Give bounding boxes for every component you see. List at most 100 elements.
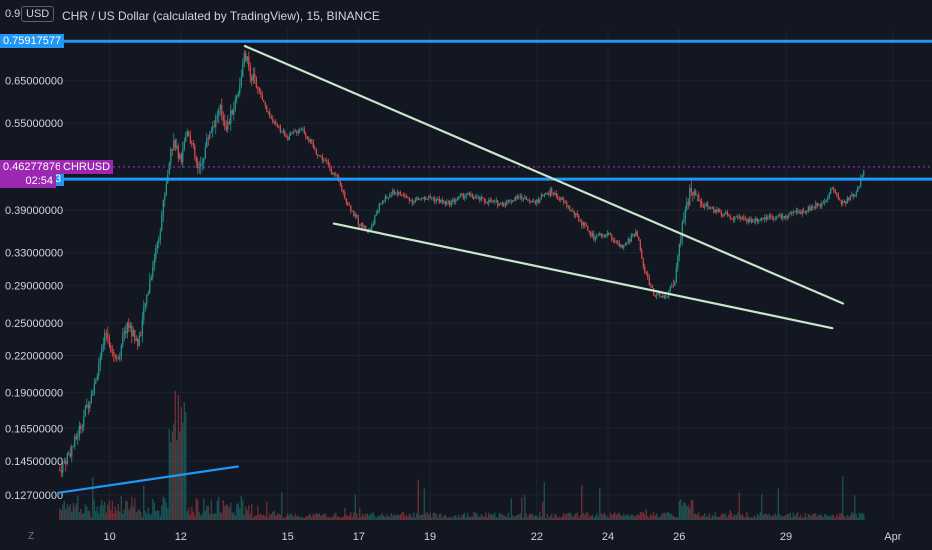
volume-bar <box>276 513 278 520</box>
candle-body <box>594 237 596 240</box>
candle-body <box>642 258 644 267</box>
volume-bar <box>437 517 439 520</box>
zoom-icon[interactable]: Z <box>28 531 35 542</box>
volume-bar <box>210 499 212 520</box>
volume-bar <box>245 506 247 520</box>
currency-badge[interactable]: USD <box>21 6 55 22</box>
volume-bar <box>794 515 796 520</box>
candle-body <box>804 212 806 213</box>
candle-body <box>654 295 656 297</box>
volume-bar <box>447 517 449 520</box>
volume-bar <box>63 500 65 520</box>
candle-body <box>725 212 727 214</box>
candle-body <box>447 201 449 203</box>
candle-body <box>630 235 632 242</box>
candle-body <box>827 196 829 200</box>
volume-bar <box>203 498 205 520</box>
volume-bar <box>66 504 68 520</box>
candle-body <box>728 215 730 217</box>
volume-bar <box>624 515 626 520</box>
candle-body <box>689 187 691 205</box>
volume-bar <box>495 516 497 520</box>
volume-bar <box>633 516 635 520</box>
volume-bar <box>606 516 608 520</box>
candle-body <box>290 132 292 136</box>
candle-body <box>204 147 206 159</box>
volume-bar <box>744 517 746 520</box>
volume-bar <box>776 515 778 520</box>
volume-bar <box>440 513 442 520</box>
candle-body <box>212 126 214 132</box>
volume-bar <box>413 512 415 520</box>
volume-bar <box>816 516 818 520</box>
candle-body <box>377 210 379 214</box>
volume-bar <box>627 514 629 520</box>
candle-body <box>662 295 664 297</box>
volume-bar <box>374 516 376 520</box>
candle-body <box>833 188 835 190</box>
candle-body <box>723 213 725 216</box>
volume-bar <box>678 500 680 520</box>
candle-body <box>357 218 359 225</box>
candle-body <box>857 186 859 192</box>
candle-body <box>582 222 584 226</box>
candle-body <box>225 126 227 130</box>
candle-body <box>224 120 226 127</box>
candle-body <box>627 238 629 243</box>
volume-bar <box>729 510 731 520</box>
candle-body <box>534 201 536 204</box>
volume-bar <box>801 517 803 520</box>
candle-body <box>374 214 376 224</box>
candle-body <box>368 229 370 231</box>
candle-body <box>266 105 268 112</box>
volume-bar <box>489 514 491 520</box>
candle-body <box>644 266 646 273</box>
candle-body <box>75 436 77 439</box>
candle-body <box>287 137 289 140</box>
volume-bar <box>845 517 847 520</box>
volume-bar <box>381 513 383 520</box>
candle-body <box>324 160 326 161</box>
candle-body <box>695 191 697 196</box>
volume-bar <box>761 493 763 520</box>
volume-bar <box>740 514 742 520</box>
volume-bar <box>681 506 683 520</box>
volume-bar <box>285 516 287 520</box>
candle-body <box>696 195 698 196</box>
volume-bar <box>777 488 779 520</box>
candle-body <box>320 155 322 157</box>
x-tick-label: 22 <box>531 531 543 543</box>
volume-bar <box>212 514 214 520</box>
volume-bar <box>825 515 827 520</box>
candle-body <box>606 233 608 235</box>
volume-bars <box>59 390 865 520</box>
candle-body <box>837 194 839 200</box>
candle-body <box>182 149 184 163</box>
volume-bar <box>690 499 692 520</box>
volume-bar <box>531 513 533 520</box>
volume-bar <box>257 505 259 520</box>
candle-body <box>500 202 502 204</box>
candle-body <box>443 200 445 203</box>
candle-body <box>530 200 532 203</box>
candle-body <box>467 193 469 195</box>
volume-bar <box>684 503 686 520</box>
volume-bar <box>746 512 748 520</box>
volume-bar <box>689 508 691 520</box>
candle-body <box>561 197 563 200</box>
volume-bar <box>387 515 389 520</box>
candle-body <box>177 145 179 159</box>
candle-body <box>375 213 377 215</box>
volume-bar <box>527 517 529 520</box>
candle-body <box>720 211 722 216</box>
volume-bar <box>608 517 610 520</box>
volume-bar <box>405 514 407 520</box>
volume-bar <box>342 516 344 520</box>
volume-bar <box>461 515 463 520</box>
candle-body <box>854 195 856 197</box>
volume-bar <box>800 514 802 520</box>
candle-body <box>602 235 604 236</box>
volume-bar <box>839 513 841 520</box>
